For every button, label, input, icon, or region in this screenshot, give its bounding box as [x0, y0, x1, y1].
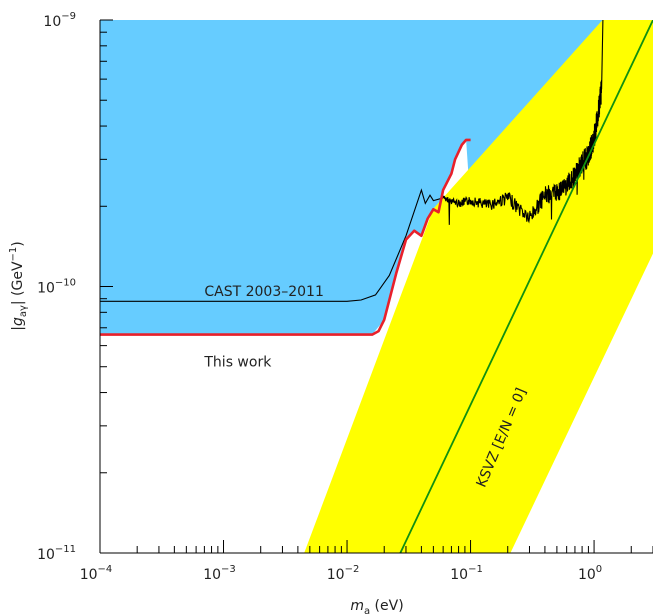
qcd-axion-band — [304, 20, 653, 553]
x-tick-label: 10−4 — [80, 564, 113, 583]
axes: 10−4 10−3 10−2 10−1 100 10−11 10−10 10−9 ma (eV)… — [8, 11, 653, 615]
y-axis-title: |gaγ| (GeV−1) — [8, 241, 29, 331]
y-tick-label: 10−11 — [37, 544, 76, 563]
x-tick-label: 10−2 — [327, 564, 360, 583]
label-this-work: This work — [203, 355, 272, 371]
x-axis-title: ma (eV) — [350, 598, 403, 615]
label-cast: CAST 2003–2011 — [204, 284, 323, 300]
series-line-this-work — [100, 138, 471, 336]
y-tick-label: 10−10 — [37, 278, 76, 297]
x-tick-label: 10−3 — [203, 564, 236, 583]
x-tick-label: 10−1 — [450, 564, 483, 583]
x-tick-label: 100 — [578, 564, 602, 583]
series-line-ksvz — [399, 20, 653, 553]
excluded-region — [100, 20, 603, 335]
y-tick-label: 10−9 — [43, 11, 76, 30]
